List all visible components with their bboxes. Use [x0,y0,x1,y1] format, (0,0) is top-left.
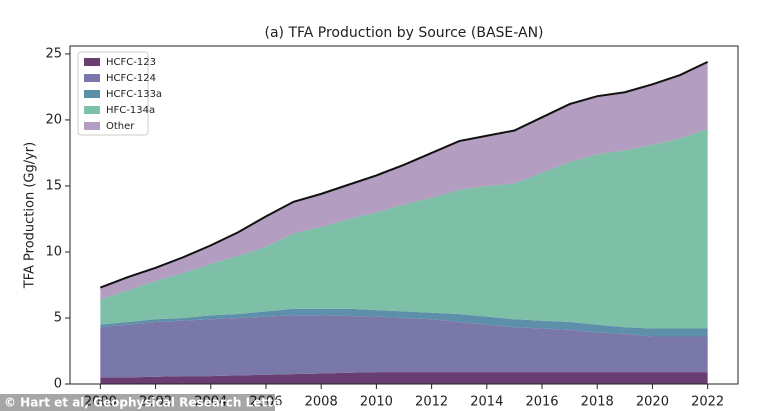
chart-title: (a) TFA Production by Source (BASE-AN) [264,25,543,41]
area [100,372,708,384]
x-tick-label: 2022 [691,395,724,410]
x-tick-label: 2018 [581,395,614,410]
legend-swatch [84,58,100,66]
y-tick-label: 25 [45,46,62,61]
x-tick-label: 2006 [249,395,282,410]
y-tick-label: 5 [54,310,62,325]
legend-label: Other [106,121,135,132]
x-tick-label: 2012 [415,395,448,410]
legend-label: HFC-134a [106,105,155,116]
x-tick-label: 2014 [470,395,503,410]
legend-swatch [84,122,100,130]
y-axis-label: TFA Production (Gg/yr) [23,142,38,289]
x-tick-label: 2020 [636,395,669,410]
x-tick-label: 2000 [84,395,117,410]
legend-swatch [84,106,100,114]
x-tick-label: 2004 [194,395,227,410]
total-line [100,60,709,289]
y-tick-label: 10 [45,244,62,259]
area [100,61,708,300]
x-tick-label: 2008 [305,395,338,410]
legend-swatch [84,74,100,82]
legend-box [77,51,149,136]
area [100,129,708,329]
x-tick-label: 2016 [525,395,558,410]
x-tick-label: 2010 [360,395,393,410]
credit: © Hart et al, Geophysical Research Lette… [4,396,294,410]
plot-frame [69,45,739,385]
x-tick-label: 2002 [139,395,172,410]
area [100,308,708,337]
area [100,315,708,378]
legend-label: HCFC-123 [106,57,156,68]
y-tick-label: 0 [54,377,62,392]
legend: HCFC-123 HCFC-124 HCFC-133a HFC-134a Other [77,51,162,136]
legend-swatch [84,90,100,98]
y-tick-label: 20 [45,112,62,127]
legend-label: HCFC-133a [106,89,162,100]
y-tick-label: 15 [45,178,62,193]
legend-label: HCFC-124 [106,73,156,84]
credit-bg [0,394,275,411]
